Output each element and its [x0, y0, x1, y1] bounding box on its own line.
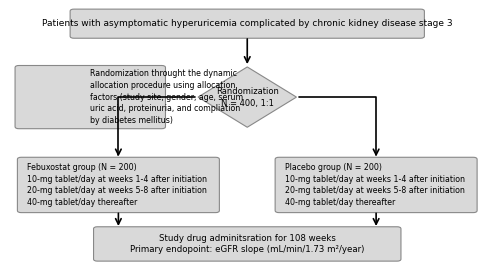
FancyBboxPatch shape — [70, 9, 424, 38]
Text: Patients with asymptomatic hyperuricemia complicated by chronic kidney disease s: Patients with asymptomatic hyperuricemia… — [42, 19, 453, 28]
Text: Febuxostat group (N = 200)
10-mg tablet/day at weeks 1-4 after initiation
20-mg : Febuxostat group (N = 200) 10-mg tablet/… — [27, 163, 207, 207]
Text: Randomization
N = 400, 1:1: Randomization N = 400, 1:1 — [216, 87, 278, 108]
FancyBboxPatch shape — [15, 65, 166, 129]
FancyBboxPatch shape — [94, 227, 401, 261]
Polygon shape — [198, 67, 296, 127]
Text: Study drug adminitsration for 108 weeks
Primary endopoint: eGFR slope (mL/min/1.: Study drug adminitsration for 108 weeks … — [130, 233, 364, 254]
Text: Placebo group (N = 200)
10-mg tablet/day at weeks 1-4 after initiation
20-mg tab: Placebo group (N = 200) 10-mg tablet/day… — [284, 163, 465, 207]
FancyBboxPatch shape — [18, 157, 220, 213]
Text: Randomization throught the dynamic
allocation procedure using allocation
factors: Randomization throught the dynamic alloc… — [90, 69, 244, 125]
FancyBboxPatch shape — [275, 157, 477, 213]
